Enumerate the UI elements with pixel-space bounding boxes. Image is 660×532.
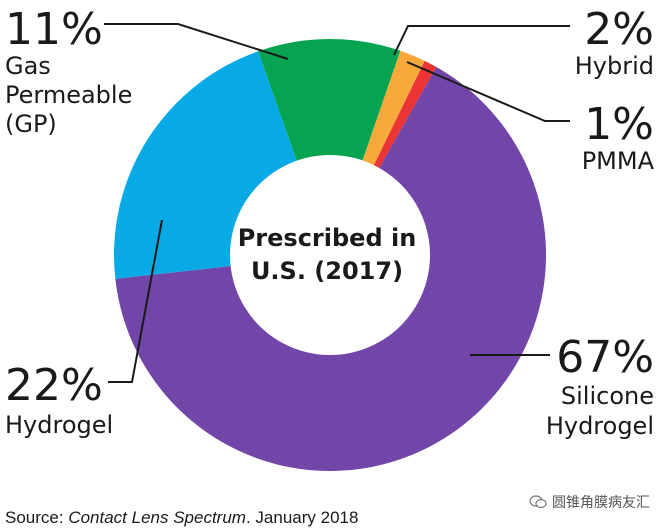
pct-label-gp: 11% bbox=[5, 4, 103, 55]
pct-label-hybrid: 2% bbox=[584, 4, 654, 55]
slice-label-gp-line-3: (GP) bbox=[5, 110, 57, 138]
watermark-text: 圆锥角膜病友汇 bbox=[552, 495, 650, 511]
leader-line-hybrid bbox=[393, 25, 570, 56]
source-note: Source: Contact Lens Spectrum. January 2… bbox=[5, 508, 358, 528]
slice-label-silicone-hydrogel-line-1: Silicone bbox=[561, 382, 654, 410]
slice-label-hydrogel: Hydrogel bbox=[5, 411, 113, 439]
center-label-line-2: U.S. (2017) bbox=[251, 257, 403, 285]
source-prefix: Source: bbox=[5, 508, 69, 527]
source-publication: Contact Lens Spectrum bbox=[68, 508, 246, 527]
watermark: 圆锥角膜病友汇 bbox=[529, 492, 650, 512]
leader-line-gp bbox=[104, 23, 289, 60]
pct-label-pmma: 1% bbox=[584, 99, 654, 150]
slice-label-silicone-hydrogel-line-2: Hydrogel bbox=[546, 412, 654, 440]
source-suffix: . January 2018 bbox=[245, 508, 359, 527]
leader-line-hydrogel bbox=[108, 219, 163, 383]
leader-line-pmma bbox=[406, 61, 570, 122]
slice-label-pmma: PMMA bbox=[582, 147, 655, 175]
slice-label-hybrid: Hybrid bbox=[575, 52, 654, 80]
center-label-line-1: Prescribed in bbox=[238, 224, 417, 252]
pct-label-silicone-hydrogel: 67% bbox=[556, 332, 654, 383]
slice-label-gp-line-2: Permeable bbox=[5, 81, 132, 109]
donut-hole bbox=[230, 155, 430, 355]
pct-label-hydrogel: 22% bbox=[5, 360, 103, 411]
slice-gas-permeable-gp bbox=[258, 39, 401, 256]
wechat-icon bbox=[529, 495, 547, 509]
slice-label-gp-line-1: Gas bbox=[5, 52, 51, 80]
